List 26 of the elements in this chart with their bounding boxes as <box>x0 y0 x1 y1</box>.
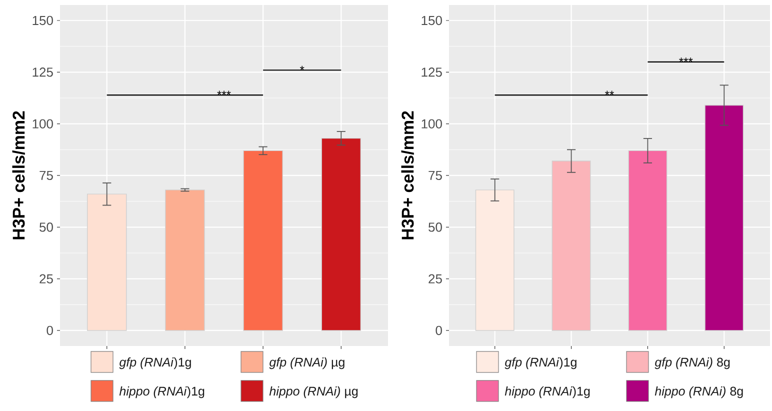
legend-label: gfp (RNAi) 8g <box>654 357 730 370</box>
legend-label: hippo (RNAi) µg <box>269 386 358 398</box>
y-tick-label: 75 <box>40 170 53 180</box>
legend-label: gfp (RNAi)1g <box>504 357 576 370</box>
y-tick-label: 150 <box>32 16 53 26</box>
annotation: * <box>300 66 304 70</box>
y-tick-label: 25 <box>428 274 442 284</box>
y-tick-label: 0 <box>436 326 442 336</box>
y-axis-title: H3P+ cells/mm2 <box>12 111 25 240</box>
y-tick-label: 100 <box>32 119 53 128</box>
legend-label: hippo (RNAi)1g <box>119 386 204 398</box>
y-tick-label: 100 <box>422 119 442 128</box>
y-tick-label: 50 <box>40 222 53 232</box>
legend-label: hippo (RNAi) 8g <box>654 386 743 398</box>
legend-label: hippo (RNAi)1g <box>504 386 590 398</box>
y-tick-label: 75 <box>428 170 442 180</box>
y-tick-label: 0 <box>46 326 53 336</box>
y-axis-title: H3P+ cells/mm2 <box>401 111 414 240</box>
y-tick-label: 125 <box>32 68 53 77</box>
y-tick-label: 25 <box>40 274 53 284</box>
legend-label: gfp (RNAi) µg <box>269 357 344 370</box>
y-tick-label: 125 <box>422 68 442 77</box>
legend-label: gfp (RNAi)1g <box>119 357 191 370</box>
y-tick-label: 150 <box>422 16 442 26</box>
y-tick-label: 50 <box>428 222 442 232</box>
annotation: *** <box>679 58 693 62</box>
